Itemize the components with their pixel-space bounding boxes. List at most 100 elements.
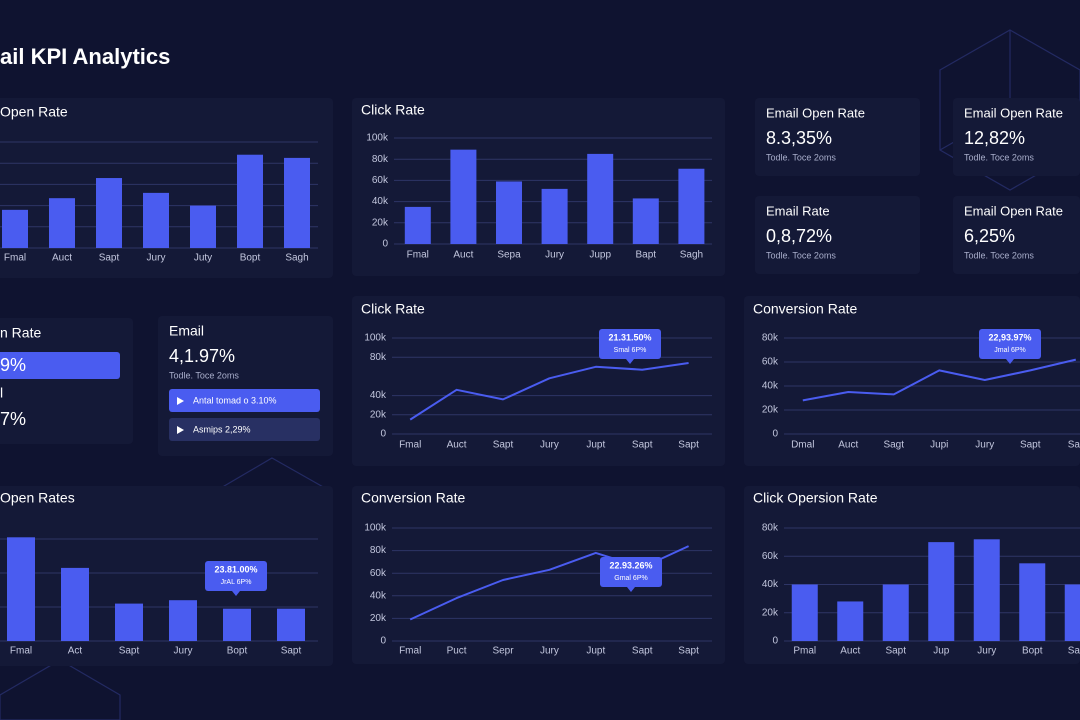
y-tick-label: 40k xyxy=(762,579,779,590)
tooltip-value: 21.31.50% xyxy=(608,332,651,342)
bar xyxy=(632,198,659,244)
side-title: n Rate xyxy=(0,325,41,341)
bar xyxy=(1064,584,1080,641)
x-tick-label: Sapt xyxy=(678,440,699,451)
chart-panel xyxy=(352,486,725,664)
x-tick-label: Jury xyxy=(147,253,166,264)
chart-title: Conversion Rate xyxy=(361,490,465,506)
y-tick-label: 40k xyxy=(372,196,389,207)
x-tick-label: Jury xyxy=(975,440,994,451)
x-tick-label: Jupp xyxy=(589,250,611,261)
kpi-value: 0,8,72% xyxy=(766,226,832,246)
chart: Click Opersion Rate 0 20k 40k 60k 80k Pmal Auct… xyxy=(744,486,1080,664)
kpi-value: 8.3,35% xyxy=(766,128,832,148)
x-tick-label: Jup xyxy=(933,646,950,657)
y-tick-label: 0 xyxy=(772,636,778,647)
button-bg xyxy=(169,418,320,441)
bar xyxy=(882,584,909,641)
bar xyxy=(496,181,522,244)
tooltip: 21.31.50% Smal 6P% xyxy=(599,329,661,364)
x-tick-label: Bopt xyxy=(240,253,261,264)
kpi-note: Todle. Toce 2oms xyxy=(766,250,836,260)
kpi-card xyxy=(755,98,920,176)
tooltip-pointer xyxy=(232,591,240,596)
kpi-card xyxy=(755,196,920,274)
y-tick-label: 0 xyxy=(382,239,388,250)
x-tick-label: Sagt xyxy=(883,440,904,451)
bar xyxy=(404,206,431,244)
x-tick-label: Sapt xyxy=(1020,440,1041,451)
chart-panel xyxy=(0,98,333,278)
bar xyxy=(2,209,28,248)
x-tick-label: Sepr xyxy=(492,646,514,657)
x-tick-label: Sapt xyxy=(632,440,653,451)
bar xyxy=(96,178,122,248)
chart: Open Rates Fmal Act Sapt Jury Bopt Sapt 23.81.0… xyxy=(0,486,333,666)
tooltip-bg xyxy=(599,329,661,359)
button-label[interactable]: Antal tomad o 3.10% xyxy=(193,395,277,405)
y-tick-label: 80k xyxy=(370,545,387,556)
line xyxy=(409,362,689,421)
x-tick-label: Sapt xyxy=(99,253,120,264)
kpi-label: Email Open Rate xyxy=(766,105,865,120)
x-tick-label: Jury xyxy=(540,646,559,657)
bar xyxy=(541,188,568,244)
kpi-value: 12,82% xyxy=(964,128,1025,148)
x-tick-label: Puct xyxy=(447,646,467,657)
x-tick-label: Sapt xyxy=(632,646,653,657)
x-tick-label: Sepa xyxy=(497,250,521,261)
x-tick-label: Jury xyxy=(545,250,564,261)
x-tick-label: Fmal xyxy=(407,250,429,261)
kpi-label: Email Open Rate xyxy=(964,105,1063,120)
x-tick-label: Bopt xyxy=(227,646,248,657)
tooltip-value: 22.93.26% xyxy=(609,560,652,570)
x-tick-label: Jury xyxy=(977,646,996,657)
y-tick-label: 0 xyxy=(380,429,386,440)
y-tick-label: 80k xyxy=(370,352,387,363)
bar xyxy=(1019,563,1046,641)
chart: Open Rate Fmal Auct Sapt Jury Juty Bopt Sagh xyxy=(0,98,333,278)
x-tick-label: Act xyxy=(68,646,83,657)
button[interactable]: Asmips 2,29% xyxy=(169,418,320,441)
tooltip-sub: Gmal 6P% xyxy=(614,575,647,582)
bar xyxy=(169,600,197,641)
tooltip-pointer xyxy=(1006,359,1014,364)
bar xyxy=(277,608,305,641)
x-tick-label: Auct xyxy=(447,440,467,451)
x-tick-label: Sapt xyxy=(885,646,906,657)
bar xyxy=(223,608,251,641)
chart-title: Open Rates xyxy=(0,490,75,506)
chart-title: Open Rate xyxy=(0,104,68,120)
button-label[interactable]: Asmips 2,29% xyxy=(193,424,251,434)
chart-title: Click Rate xyxy=(361,102,425,118)
button-icon xyxy=(177,397,184,405)
tooltip-pointer xyxy=(627,587,635,592)
bar xyxy=(237,154,263,248)
x-tick-label: Sapt xyxy=(281,646,302,657)
side-value: 7% xyxy=(0,409,26,429)
tooltip-sub: Smal 6P% xyxy=(614,347,647,354)
y-tick-label: 80k xyxy=(762,523,779,534)
email-label: Email xyxy=(169,323,204,339)
x-tick-label: Sagh xyxy=(285,253,308,264)
bar xyxy=(115,603,143,641)
x-tick-label: Dmal xyxy=(791,440,814,451)
chart-panel xyxy=(352,98,725,276)
y-tick-label: 0 xyxy=(772,429,778,440)
x-tick-label: Fmal xyxy=(399,646,421,657)
chart: Conversion Rate 0 20k 40k 60k 80k 100k Fmal Puct… xyxy=(352,486,725,664)
y-tick-label: 100k xyxy=(366,133,389,144)
button[interactable]: Antal tomad o 3.10% xyxy=(169,389,320,412)
kpi-card xyxy=(953,196,1080,274)
y-tick-label: 80k xyxy=(372,154,389,165)
x-tick-label: Fmal xyxy=(399,440,421,451)
x-tick-label: Jupt xyxy=(586,646,605,657)
y-tick-label: 80k xyxy=(762,333,779,344)
y-tick-label: 60k xyxy=(370,568,387,579)
tooltip: 23.81.00% JrAL 6P% xyxy=(205,561,267,596)
chart: Click Rate 0 20k 40k 60k 80k 100k Fmal Auct Sepa J… xyxy=(352,98,725,276)
x-tick-label: Pmal xyxy=(793,646,816,657)
y-tick-label: 20k xyxy=(762,405,779,416)
bar xyxy=(837,601,864,641)
